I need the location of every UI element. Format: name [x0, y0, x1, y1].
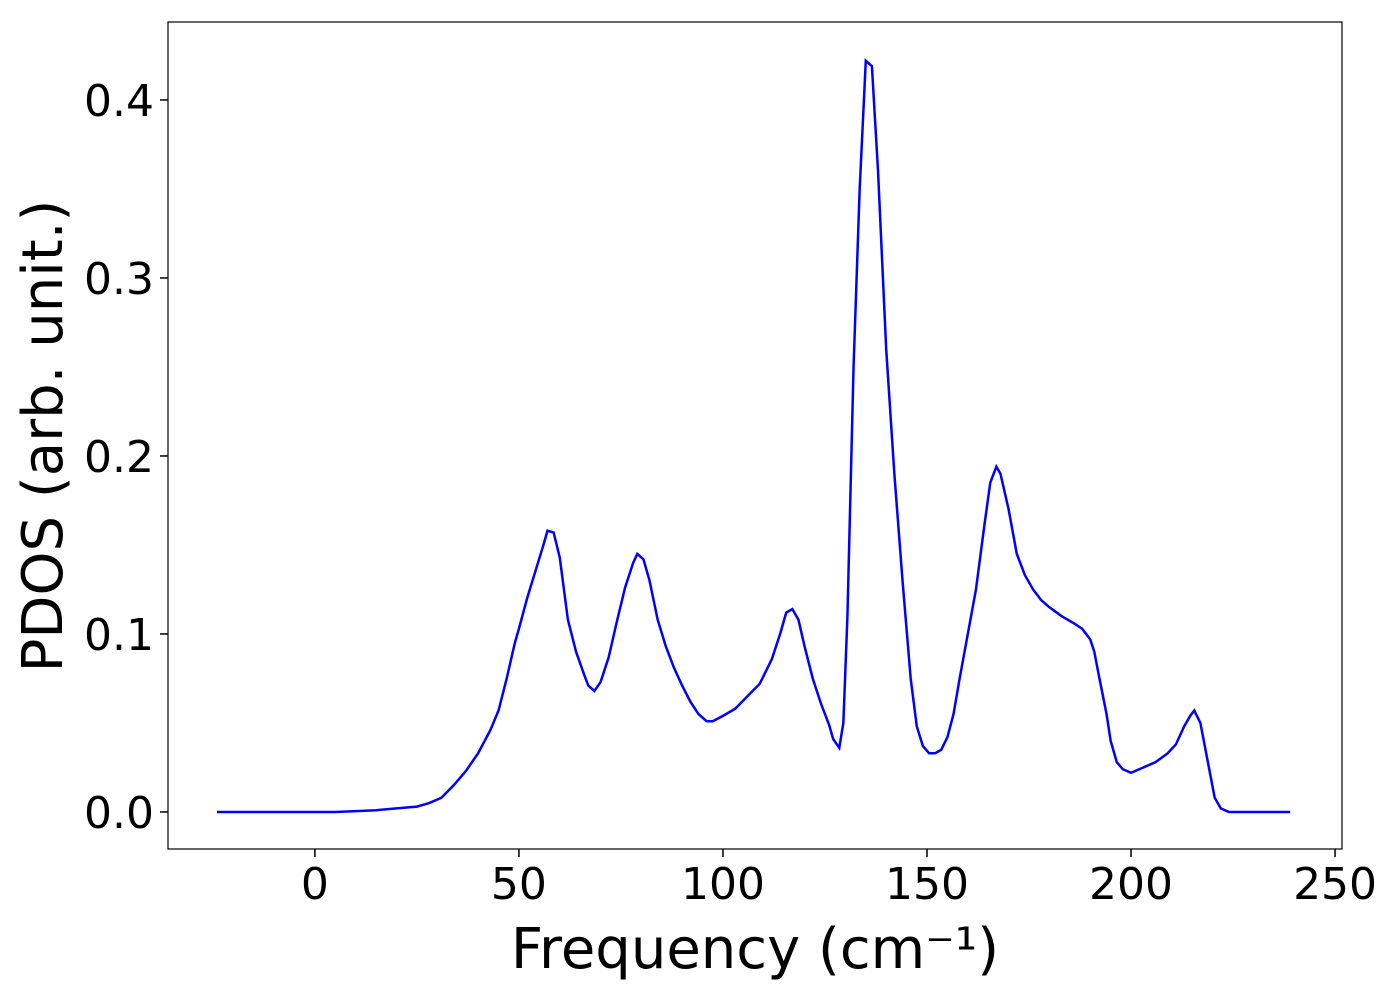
- y-tick-label: 0.1: [84, 610, 154, 661]
- y-axis-label: PDOS (arb. unit.): [11, 200, 76, 673]
- x-tick-label: 200: [1089, 859, 1173, 910]
- x-tick-label: 100: [681, 859, 765, 910]
- y-tick-label: 0.0: [84, 788, 154, 839]
- x-tick-label: 250: [1293, 859, 1377, 910]
- plot-frame: [167, 21, 1343, 850]
- x-axis-label: Frequency (cm⁻¹): [511, 917, 999, 982]
- y-tick-label: 0.3: [84, 254, 154, 305]
- y-tick-label: 0.4: [84, 76, 154, 127]
- data-line: [216, 58, 1291, 814]
- x-tick-label: 0: [301, 859, 329, 910]
- x-tick-label: 50: [491, 859, 547, 910]
- y-tick-label: 0.2: [84, 432, 154, 483]
- x-tick-label: 150: [885, 859, 969, 910]
